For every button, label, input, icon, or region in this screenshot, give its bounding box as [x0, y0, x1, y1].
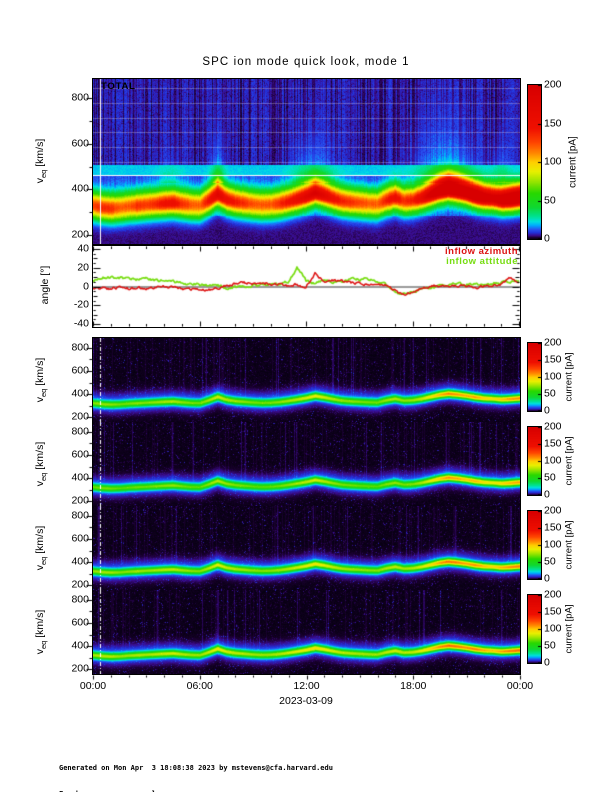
colorbar-tick-label: 200 [544, 588, 562, 601]
colorbar-axis-title: current [pA] [563, 520, 575, 570]
y-tick-label-velocity: 600 [71, 137, 89, 150]
x-axis-date-label: 2023-03-09 [279, 695, 333, 707]
y-axis-label-angle: angle [°] [39, 265, 51, 305]
quadrant-1-spectrogram-canvas [93, 338, 520, 422]
colorbar-tick-label: 150 [544, 521, 562, 534]
colorbar-gradient [528, 511, 541, 579]
colorbar-tick-label: 0 [544, 656, 550, 669]
y-tick-label-velocity: 400 [71, 182, 89, 195]
y-tick-label-velocity: 600 [71, 532, 89, 545]
colorbar-tick-label: 150 [544, 437, 562, 450]
y-tick-label-velocity: 600 [71, 616, 89, 629]
colorbar-q3 [527, 510, 542, 580]
panel-total-spectrogram [92, 78, 521, 245]
y-tick-label-velocity: 400 [71, 639, 89, 652]
y-axis-label-veq-q1: veq [km/s] [33, 357, 49, 403]
colorbar-total [527, 84, 542, 240]
y-tick-label-velocity: 200 [71, 662, 89, 675]
colorbar-tick-label: 0 [544, 488, 550, 501]
colorbar-tick-label: 100 [544, 155, 562, 168]
legend-inflow-attitude: inflow attitude [446, 255, 518, 267]
total-spectrogram-canvas [93, 79, 520, 244]
total-panel-label: TOTAL [101, 81, 136, 92]
colorbar-tick-label: 150 [544, 605, 562, 618]
y-tick-label-velocity: 400 [71, 387, 89, 400]
y-tick-label-velocity: 800 [71, 341, 89, 354]
footer-generated-line: Generated on Mon Apr 3 18:08:38 2023 by … [59, 764, 333, 773]
colorbar-tick-label: 50 [544, 639, 556, 652]
y-axis-label-veq-q2: veq [km/s] [33, 441, 49, 487]
colorbar-tick-label: 0 [544, 404, 550, 417]
colorbar-tick-label: 100 [544, 622, 562, 635]
y-axis-label-veq-q3: veq [km/s] [33, 525, 49, 571]
colorbar-axis-title: current [pA] [563, 436, 575, 486]
colorbar-tick-label: 100 [544, 370, 562, 383]
y-tick-label-velocity: 800 [71, 425, 89, 438]
panel-quadrant-spectrograms [92, 337, 521, 675]
colorbar-tick-label: 200 [544, 420, 562, 433]
colorbar-axis-title: current [pA] [567, 136, 579, 188]
x-tick-label-time: 06:00 [186, 680, 213, 692]
x-tick-label-time: 18:00 [400, 680, 427, 692]
y-tick-label-angle: -20 [73, 298, 89, 311]
quadrant-4-spectrogram-canvas [93, 590, 520, 674]
y-tick-label-velocity: 800 [71, 91, 89, 104]
y-tick-label-angle: 40 [77, 242, 89, 255]
colorbar-tick-label: 150 [544, 117, 562, 129]
colorbar-tick-label: 100 [544, 538, 562, 551]
footer: Generated on Mon Apr 3 18:08:38 2023 by … [59, 747, 333, 792]
x-tick-label-time: 00:00 [506, 680, 534, 692]
colorbar-tick-label: 100 [544, 454, 562, 467]
colorbar-axis-title: current [pA] [563, 604, 575, 654]
y-tick-label-velocity: 400 [71, 471, 89, 484]
y-tick-label-velocity: 200 [71, 494, 89, 507]
y-tick-label-velocity: 200 [71, 410, 89, 423]
colorbar-q1 [527, 342, 542, 412]
y-tick-label-angle: 20 [77, 261, 89, 274]
y-axis-label-veq-q4: veq [km/s] [33, 609, 49, 655]
y-tick-label-velocity: 800 [71, 509, 89, 522]
chart-title: SPC ion mode quick look, mode 1 [202, 56, 410, 68]
colorbar-tick-label: 200 [544, 336, 562, 349]
x-tick-label-time: 12:00 [293, 680, 320, 692]
colorbar-q4 [527, 594, 542, 664]
colorbar-tick-label: 50 [544, 471, 556, 484]
colorbar-gradient [528, 427, 541, 495]
quadrant-2-spectrogram-canvas [93, 422, 520, 506]
colorbar-tick-label: 50 [544, 387, 556, 400]
colorbar-gradient [528, 595, 541, 663]
colorbar-q2 [527, 426, 542, 496]
colorbar-tick-label: 150 [544, 353, 562, 366]
y-tick-label-velocity: 200 [71, 578, 89, 591]
colorbar-tick-label: 0 [544, 232, 550, 245]
y-tick-label-angle: 0 [83, 280, 89, 292]
y-tick-label-velocity: 200 [71, 228, 89, 241]
colorbar-gradient [528, 85, 541, 239]
colorbar-tick-label: 200 [544, 78, 562, 91]
colorbar-tick-label: 50 [544, 194, 556, 206]
y-tick-label-velocity: 600 [71, 364, 89, 377]
colorbar-tick-label: 50 [544, 555, 556, 568]
colorbar-gradient [528, 343, 541, 411]
colorbar-tick-label: 0 [544, 572, 550, 585]
quadrant-3-spectrogram-canvas [93, 506, 520, 590]
y-tick-label-velocity: 600 [71, 448, 89, 461]
y-tick-label-velocity: 400 [71, 555, 89, 568]
colorbar-axis-title: current [pA] [563, 352, 575, 402]
colorbar-tick-label: 200 [544, 504, 562, 517]
y-tick-label-velocity: 800 [71, 593, 89, 606]
y-axis-label-veq-total: veq [km/s] [33, 138, 49, 184]
x-tick-label-time: 00:00 [79, 680, 107, 692]
y-tick-label-angle: -40 [73, 317, 89, 330]
